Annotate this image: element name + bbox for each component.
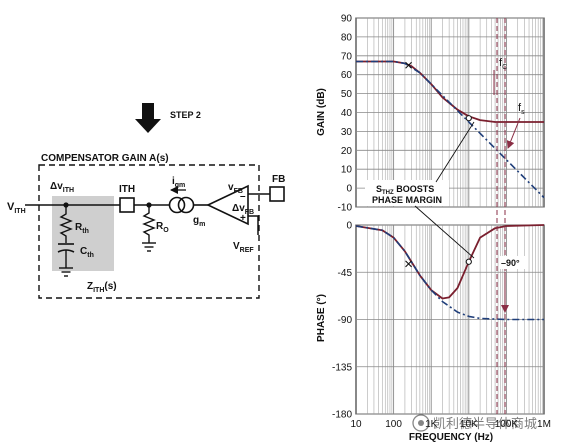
- phase-compensated-curve: [355, 224, 545, 300]
- gain-y-tick-label: 50: [341, 89, 353, 100]
- gain-y-tick-label: 60: [341, 70, 353, 81]
- sthz-label-line1: STHZ BOOSTS: [376, 184, 434, 196]
- gain-y-tick-label: 0: [346, 184, 352, 195]
- vith-label: VITH: [7, 201, 26, 215]
- minus90-label-bg: [500, 256, 526, 269]
- igm-label: igm: [172, 176, 185, 189]
- frequency-axis-label: FREQUENCY (Hz): [409, 432, 493, 443]
- phase-y-tick-label: -45: [338, 268, 353, 279]
- x-tick-label: 100: [385, 419, 402, 430]
- gain-cross-marker: [405, 61, 412, 69]
- phase-series: [355, 224, 545, 321]
- phase-chart: 0 -45 -90 -135 -180 PHASE (°) 10 100 1K 10K 100K…: [316, 221, 551, 444]
- amp-minus-sign: –: [240, 191, 246, 202]
- gain-y-tick-label: -10: [338, 203, 353, 214]
- sthz-pointer-phase: [414, 205, 475, 259]
- rth-label: Rth: [75, 222, 89, 235]
- step-label: STEP 2: [170, 110, 201, 120]
- ground-symbol-cth: [59, 267, 73, 277]
- watermark: 凯利德半导体商城: [412, 414, 537, 432]
- vfb-label: vFB: [228, 182, 243, 195]
- phase-cross-marker: [405, 260, 412, 268]
- cth-label: Cth: [80, 246, 94, 259]
- phase-y-axis-label: PHASE (°): [316, 294, 327, 342]
- phase-y-tick-label: -180: [332, 410, 352, 421]
- sthz-label-line2: PHASE MARGIN: [372, 195, 442, 205]
- gm-source-left: [168, 196, 186, 214]
- step-arrow-head: [135, 119, 161, 133]
- gain-y-tick-label: 90: [341, 14, 353, 25]
- fs-label: fs: [518, 102, 525, 116]
- gain-circle-marker: [465, 115, 472, 122]
- compensator-title: COMPENSATOR GAIN A(s): [41, 153, 169, 164]
- phase-y-ticks: 0 -45 -90 -135 -180: [332, 221, 352, 421]
- x-tick-label: 10: [350, 419, 362, 430]
- x-tick-label: 1M: [537, 419, 551, 430]
- phase-y-tick-label: -90: [338, 315, 353, 326]
- phase-markers: [405, 258, 472, 268]
- x-tick-label: 100K: [495, 419, 519, 430]
- step-arrow-shaft: [142, 103, 154, 119]
- fb-pin-label: FB: [272, 174, 285, 185]
- gain-y-tick-label: 30: [341, 127, 353, 138]
- watermark-text: 凯利德半导体商城: [433, 416, 537, 431]
- ro-resistor: [142, 205, 156, 243]
- bode-annotations: fC fs STHZ BOOSTS PHASE MARGIN –90°: [365, 18, 526, 414]
- gain-y-tick-label: 20: [341, 146, 353, 157]
- ro-label: RO: [156, 221, 169, 234]
- phase-uncompensated-curve: [355, 225, 544, 321]
- gm-amplifier: [206, 184, 249, 226]
- phase-y-tick-label: 0: [346, 221, 352, 232]
- amp-plus-sign: +: [240, 213, 246, 224]
- x-tick-label: 1K: [425, 419, 438, 430]
- gain-uncompensated-curve: [356, 60, 545, 199]
- gain-y-tick-label: 80: [341, 32, 353, 43]
- gain-markers: [405, 61, 472, 122]
- x-tick-label: 10K: [460, 419, 478, 430]
- delta-vfb-label: ΔvFB: [232, 203, 254, 216]
- sthz-label-bg: [365, 180, 449, 206]
- minus90-label: –90°: [501, 258, 520, 268]
- gain-y-tick-label: 40: [341, 108, 353, 119]
- watermark-logo: [412, 414, 430, 432]
- ith-pin-box: [119, 197, 135, 213]
- ground-symbol-ro: [142, 242, 156, 252]
- schematic: STEP 2 COMPENSATOR GAIN A(s) VITH ΔvITH …: [7, 103, 285, 299]
- gain-y-tick-label: 70: [341, 51, 353, 62]
- phase-y-tick-label: -135: [332, 362, 352, 373]
- gain-y-axis-label: GAIN (dB): [316, 88, 327, 136]
- gain-series: [356, 60, 545, 199]
- fc-label: fC: [499, 57, 507, 71]
- frequency-x-ticks: 10 100 1K 10K 100K 1M: [350, 419, 551, 430]
- gain-chart: 90 80 70 60 50 40 30 20 10 0 -10 GAIN (dB): [316, 14, 545, 214]
- gm-label: gm: [193, 215, 205, 228]
- rth-resistor: [59, 205, 73, 243]
- vref-label: VREF: [233, 241, 254, 254]
- gain-y-ticks: 90 80 70 60 50 40 30 20 10 0 -10: [338, 14, 353, 214]
- gain-grid: [356, 17, 544, 208]
- fs-arrow: [506, 117, 521, 149]
- zith-label: ZITH(s): [87, 281, 117, 294]
- gain-y-tick-label: 10: [341, 165, 353, 176]
- fb-pin-box: [269, 186, 285, 202]
- sthz-pointer-gain: [435, 121, 475, 183]
- compensator-box: [38, 164, 260, 299]
- delta-vith-label: ΔvITH: [50, 181, 74, 194]
- phase-circle-marker: [465, 258, 472, 265]
- vref-wire: [248, 215, 259, 235]
- ith-pin-label: ITH: [119, 184, 135, 195]
